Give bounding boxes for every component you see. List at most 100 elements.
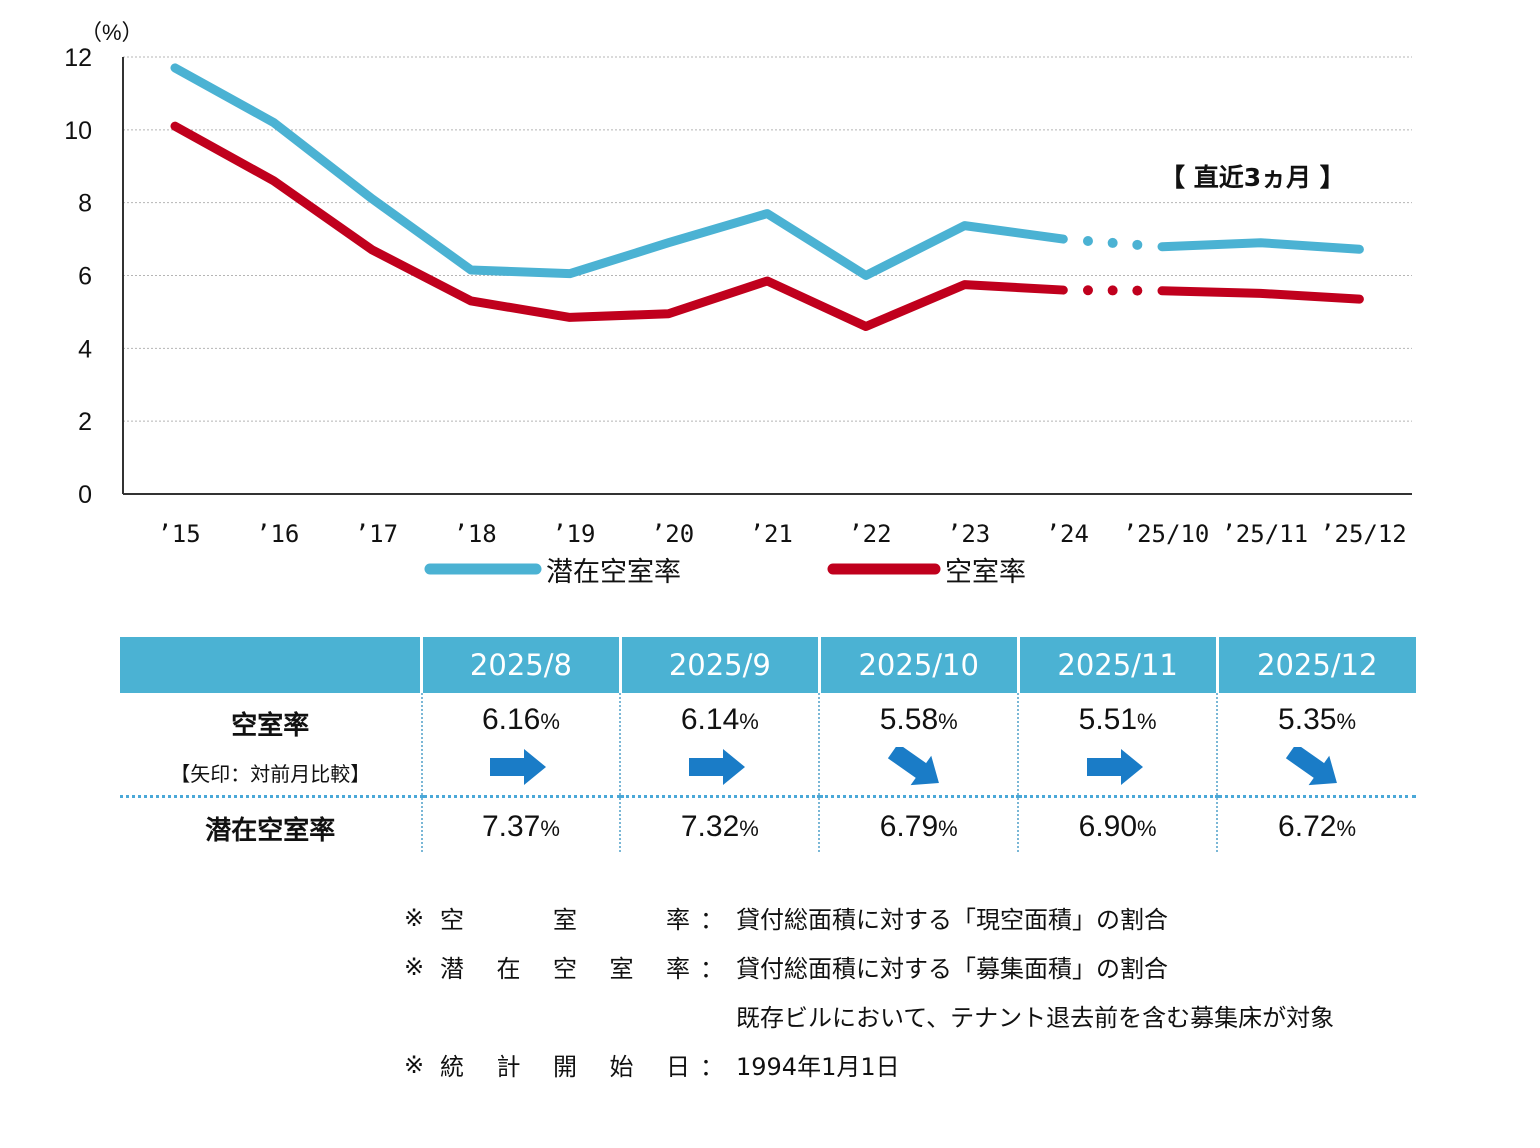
footnote-term: 空室率	[440, 900, 700, 935]
potential-value: 7.32	[680, 810, 740, 843]
vacancy-row: 空室率 【矢印：対前月比較】 6.16% 6.14% 5.58% 5.51% 5…	[120, 693, 1416, 798]
x-tick-label: ’21	[750, 520, 793, 548]
x-tick-label: ’22	[848, 520, 891, 548]
series-line-recent-potential-vacancy	[1157, 238, 1364, 254]
dotted-connector-point	[1107, 285, 1118, 296]
x-tick-label: ’20	[651, 520, 694, 548]
arrow-shape	[1285, 747, 1337, 786]
header-col-3: 2025/10	[817, 637, 1019, 693]
footnote-term-char: 在	[496, 955, 521, 983]
vacancy-cell-2: 6.14%	[619, 693, 820, 798]
header-col-1: 2025/8	[420, 637, 621, 693]
dotted-connector-point	[1082, 235, 1093, 246]
y-tick-label: 10	[64, 117, 92, 145]
footnote-mark: ※	[404, 1050, 425, 1079]
arrow-shape	[1086, 749, 1143, 785]
footnote-term-char: 率	[666, 906, 690, 934]
arrow-right-icon	[688, 749, 745, 785]
footnote-colon: ：	[700, 1053, 724, 1081]
percent-sign: %	[938, 709, 958, 734]
arrow-right-icon	[489, 749, 546, 785]
footnote-mark: ※	[404, 952, 425, 981]
footnote-description: 1994年1月1日	[736, 1053, 900, 1081]
arrow-shape	[688, 749, 745, 785]
arrow-legend-label: 【矢印：対前月比較】	[170, 762, 371, 786]
header-col-4: 2025/11	[1016, 637, 1218, 693]
header-col-2: 2025/9	[618, 637, 820, 693]
potential-cell-1: 7.37%	[420, 796, 621, 852]
footnote-description: 貸付総面積に対する「募集面積」の割合	[736, 955, 1168, 983]
header-col-5: 2025/12	[1215, 637, 1416, 693]
line-chart: 0 2 4 6 8 10 12 ’15 ’16 ’17 ’18 ’19 ’20 ’21 ’22 ’23 ’24…	[64, 20, 1412, 588]
footnote-term-char: 空	[553, 955, 577, 983]
percent-sign: %	[540, 816, 560, 841]
legend-label-potential-vacancy: 潜在空室率	[546, 557, 681, 588]
vacancy-cell-5: 5.35%	[1216, 693, 1416, 798]
y-tick-label: 2	[78, 408, 92, 436]
arrow-down-right-icon	[1285, 747, 1337, 786]
footnotes: ※ 空室率：貸付総面積に対する「現空面積」の割合 ※ 潜在空室率：貸付総面積に対する「…	[404, 893, 1334, 1089]
dotted-connector-point	[1082, 285, 1093, 296]
vacancy-row-label: 空室率	[231, 711, 310, 741]
vacancy-cell-4: 5.51%	[1017, 693, 1218, 798]
vacancy-cell-3: 5.58%	[818, 693, 1019, 798]
x-tick-label: ’25/11	[1221, 520, 1308, 548]
grid-lines	[123, 56, 1412, 422]
potential-cell-4: 6.90%	[1017, 796, 1218, 852]
x-tick-label: ’25/10	[1123, 520, 1210, 548]
percent-sign: %	[540, 709, 560, 734]
footnote-colon: ：	[700, 955, 724, 983]
x-tick-label: ’16	[256, 520, 299, 548]
potential-cell-3: 6.79%	[818, 796, 1019, 852]
vacancy-value: 6.14	[680, 703, 740, 736]
footnote-term-char: 日	[666, 1053, 690, 1081]
potential-cell-2: 7.32%	[619, 796, 820, 852]
footnote-term-char: 始	[609, 1053, 634, 1081]
percent-sign: %	[1137, 709, 1157, 734]
percent-sign: %	[1137, 816, 1157, 841]
footnote-description: 既存ビルにおいて、テナント退去前を含む募集床が対象	[736, 1004, 1335, 1032]
footnote-term-char: 率	[666, 955, 690, 983]
percent-sign: %	[938, 816, 958, 841]
footnote-row: 既存ビルにおいて、テナント退去前を含む募集床が対象	[404, 991, 1334, 1040]
dotted-connector-point	[1132, 285, 1143, 296]
vacancy-value: 5.35	[1278, 703, 1337, 736]
footnote-row: ※ 統 計 開 始 日 ： 1994年1月1日	[404, 1040, 1334, 1089]
recent-3-months-annotation: 【 直近3ヵ月 】	[1160, 163, 1345, 192]
table-header-row: 2025/8 2025/9 2025/10 2025/11 2025/12	[120, 637, 1416, 693]
footnote-row: ※ 潜 在 空 室 率 ： 貸付総面積に対する「募集面積」の割合	[404, 942, 1334, 991]
potential-value: 6.72	[1278, 810, 1337, 843]
legend: 潜在空室率 空室率	[424, 557, 1026, 588]
potential-value: 6.79	[879, 810, 939, 843]
y-tick-label: 0	[78, 481, 92, 509]
vacancy-row-label-cell: 空室率 【矢印：対前月比較】	[120, 693, 422, 798]
potential-cell-5: 6.72%	[1216, 796, 1416, 852]
x-tick-label: ’23	[947, 520, 990, 548]
percent-sign: %	[1336, 816, 1356, 841]
footnote-mark: ※	[404, 903, 425, 932]
potential-value: 7.37	[481, 810, 541, 843]
vacancy-value: 6.16	[481, 703, 541, 736]
legend-label-vacancy: 空室率	[945, 557, 1026, 588]
arrow-shape	[887, 747, 939, 786]
arrow-right-icon	[1086, 749, 1143, 785]
vacancy-table: 2025/8 2025/9 2025/10 2025/11 2025/12 空室…	[120, 637, 1416, 852]
footnote-term-char: 潜	[440, 955, 464, 983]
potential-vacancy-row: 潜在空室率 7.37% 7.32% 6.79% 6.90% 6.72%	[120, 796, 1416, 852]
vacancy-value: 5.51	[1078, 703, 1138, 736]
footnote-term: 統計開始日	[440, 1047, 700, 1082]
potential-value: 6.90	[1078, 810, 1138, 843]
series-layer	[170, 63, 1364, 331]
percent-sign: %	[739, 709, 759, 734]
x-tick-label: ’19	[552, 520, 595, 548]
y-tick-labels: 0 2 4 6 8 10 12	[64, 44, 92, 509]
arrow-shape	[489, 749, 546, 785]
vacancy-cell-1: 6.16%	[420, 693, 621, 798]
y-tick-label: 12	[64, 44, 92, 72]
x-tick-labels: ’15 ’16 ’17 ’18 ’19 ’20 ’21 ’22 ’23 ’24 ’25/10 ’25/…	[157, 520, 1406, 548]
footnote-description: 貸付総面積に対する「現空面積」の割合	[736, 906, 1168, 934]
x-tick-label: ’15	[157, 520, 200, 548]
y-unit-label: （%）	[80, 20, 144, 45]
footnote-term-char: 室	[553, 906, 577, 934]
series-line-potential-vacancy	[170, 63, 1068, 280]
